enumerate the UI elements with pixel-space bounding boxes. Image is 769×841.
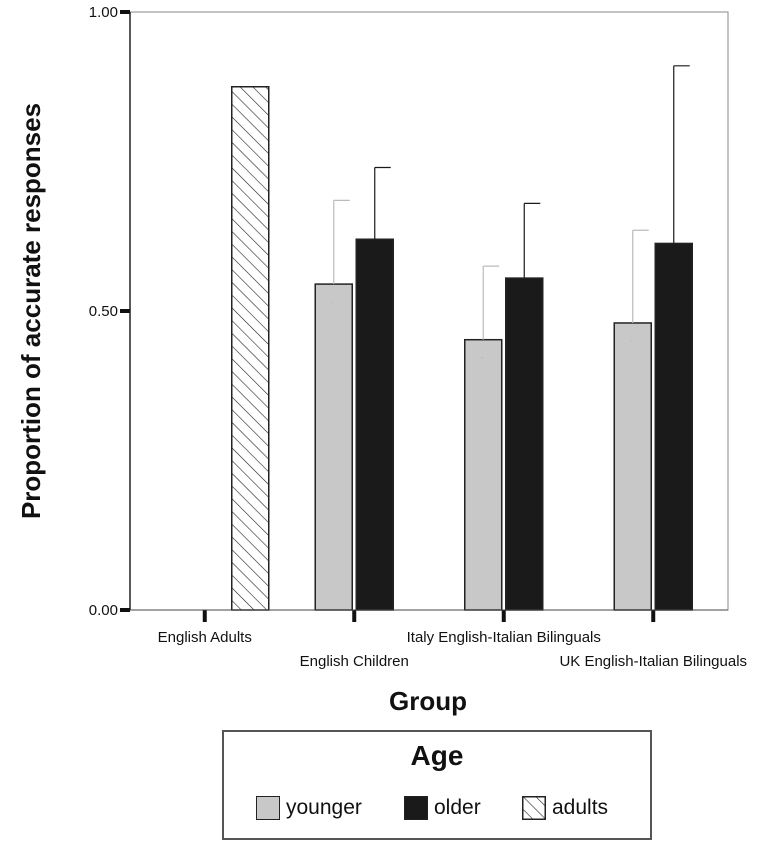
- bar-chart: 0.00 0.50 1.00 English Adults English Childr…: [16, 4, 747, 716]
- x-tick-label: Italy English-Italian Bilinguals: [407, 629, 601, 646]
- x-tick-label: English Children: [300, 653, 409, 670]
- x-axis-title: Group: [389, 686, 467, 716]
- bar-older: [654, 242, 693, 611]
- bar-younger: [314, 283, 353, 611]
- legend-item-younger: younger: [256, 794, 362, 822]
- legend-label-younger: younger: [286, 796, 362, 819]
- y-tick-label: 0.00: [89, 602, 118, 619]
- bar-older: [505, 277, 544, 611]
- x-tick-label: UK English-Italian Bilinguals: [559, 653, 747, 670]
- legend-swatch-adults: [522, 796, 546, 820]
- x-tick-label: English Adults: [158, 629, 252, 646]
- y-tick-label: 0.50: [89, 303, 118, 320]
- legend-title: Age: [410, 740, 464, 771]
- bar-older: [355, 238, 394, 611]
- bar-younger: [464, 338, 503, 611]
- legend-swatch-younger: [256, 796, 280, 820]
- legend-swatch-older: [404, 796, 428, 820]
- y-tick-label: 1.00: [89, 4, 118, 21]
- legend: Age younger older adults: [222, 730, 652, 840]
- legend-item-older: older: [404, 794, 481, 822]
- legend-label-adults: adults: [552, 796, 609, 819]
- bar-younger: [613, 322, 652, 611]
- legend-item-adults: adults: [522, 794, 608, 822]
- bar-adults: [231, 86, 270, 611]
- legend-label-older: older: [434, 796, 481, 819]
- y-axis-title: Proportion of accurate responses: [16, 103, 46, 519]
